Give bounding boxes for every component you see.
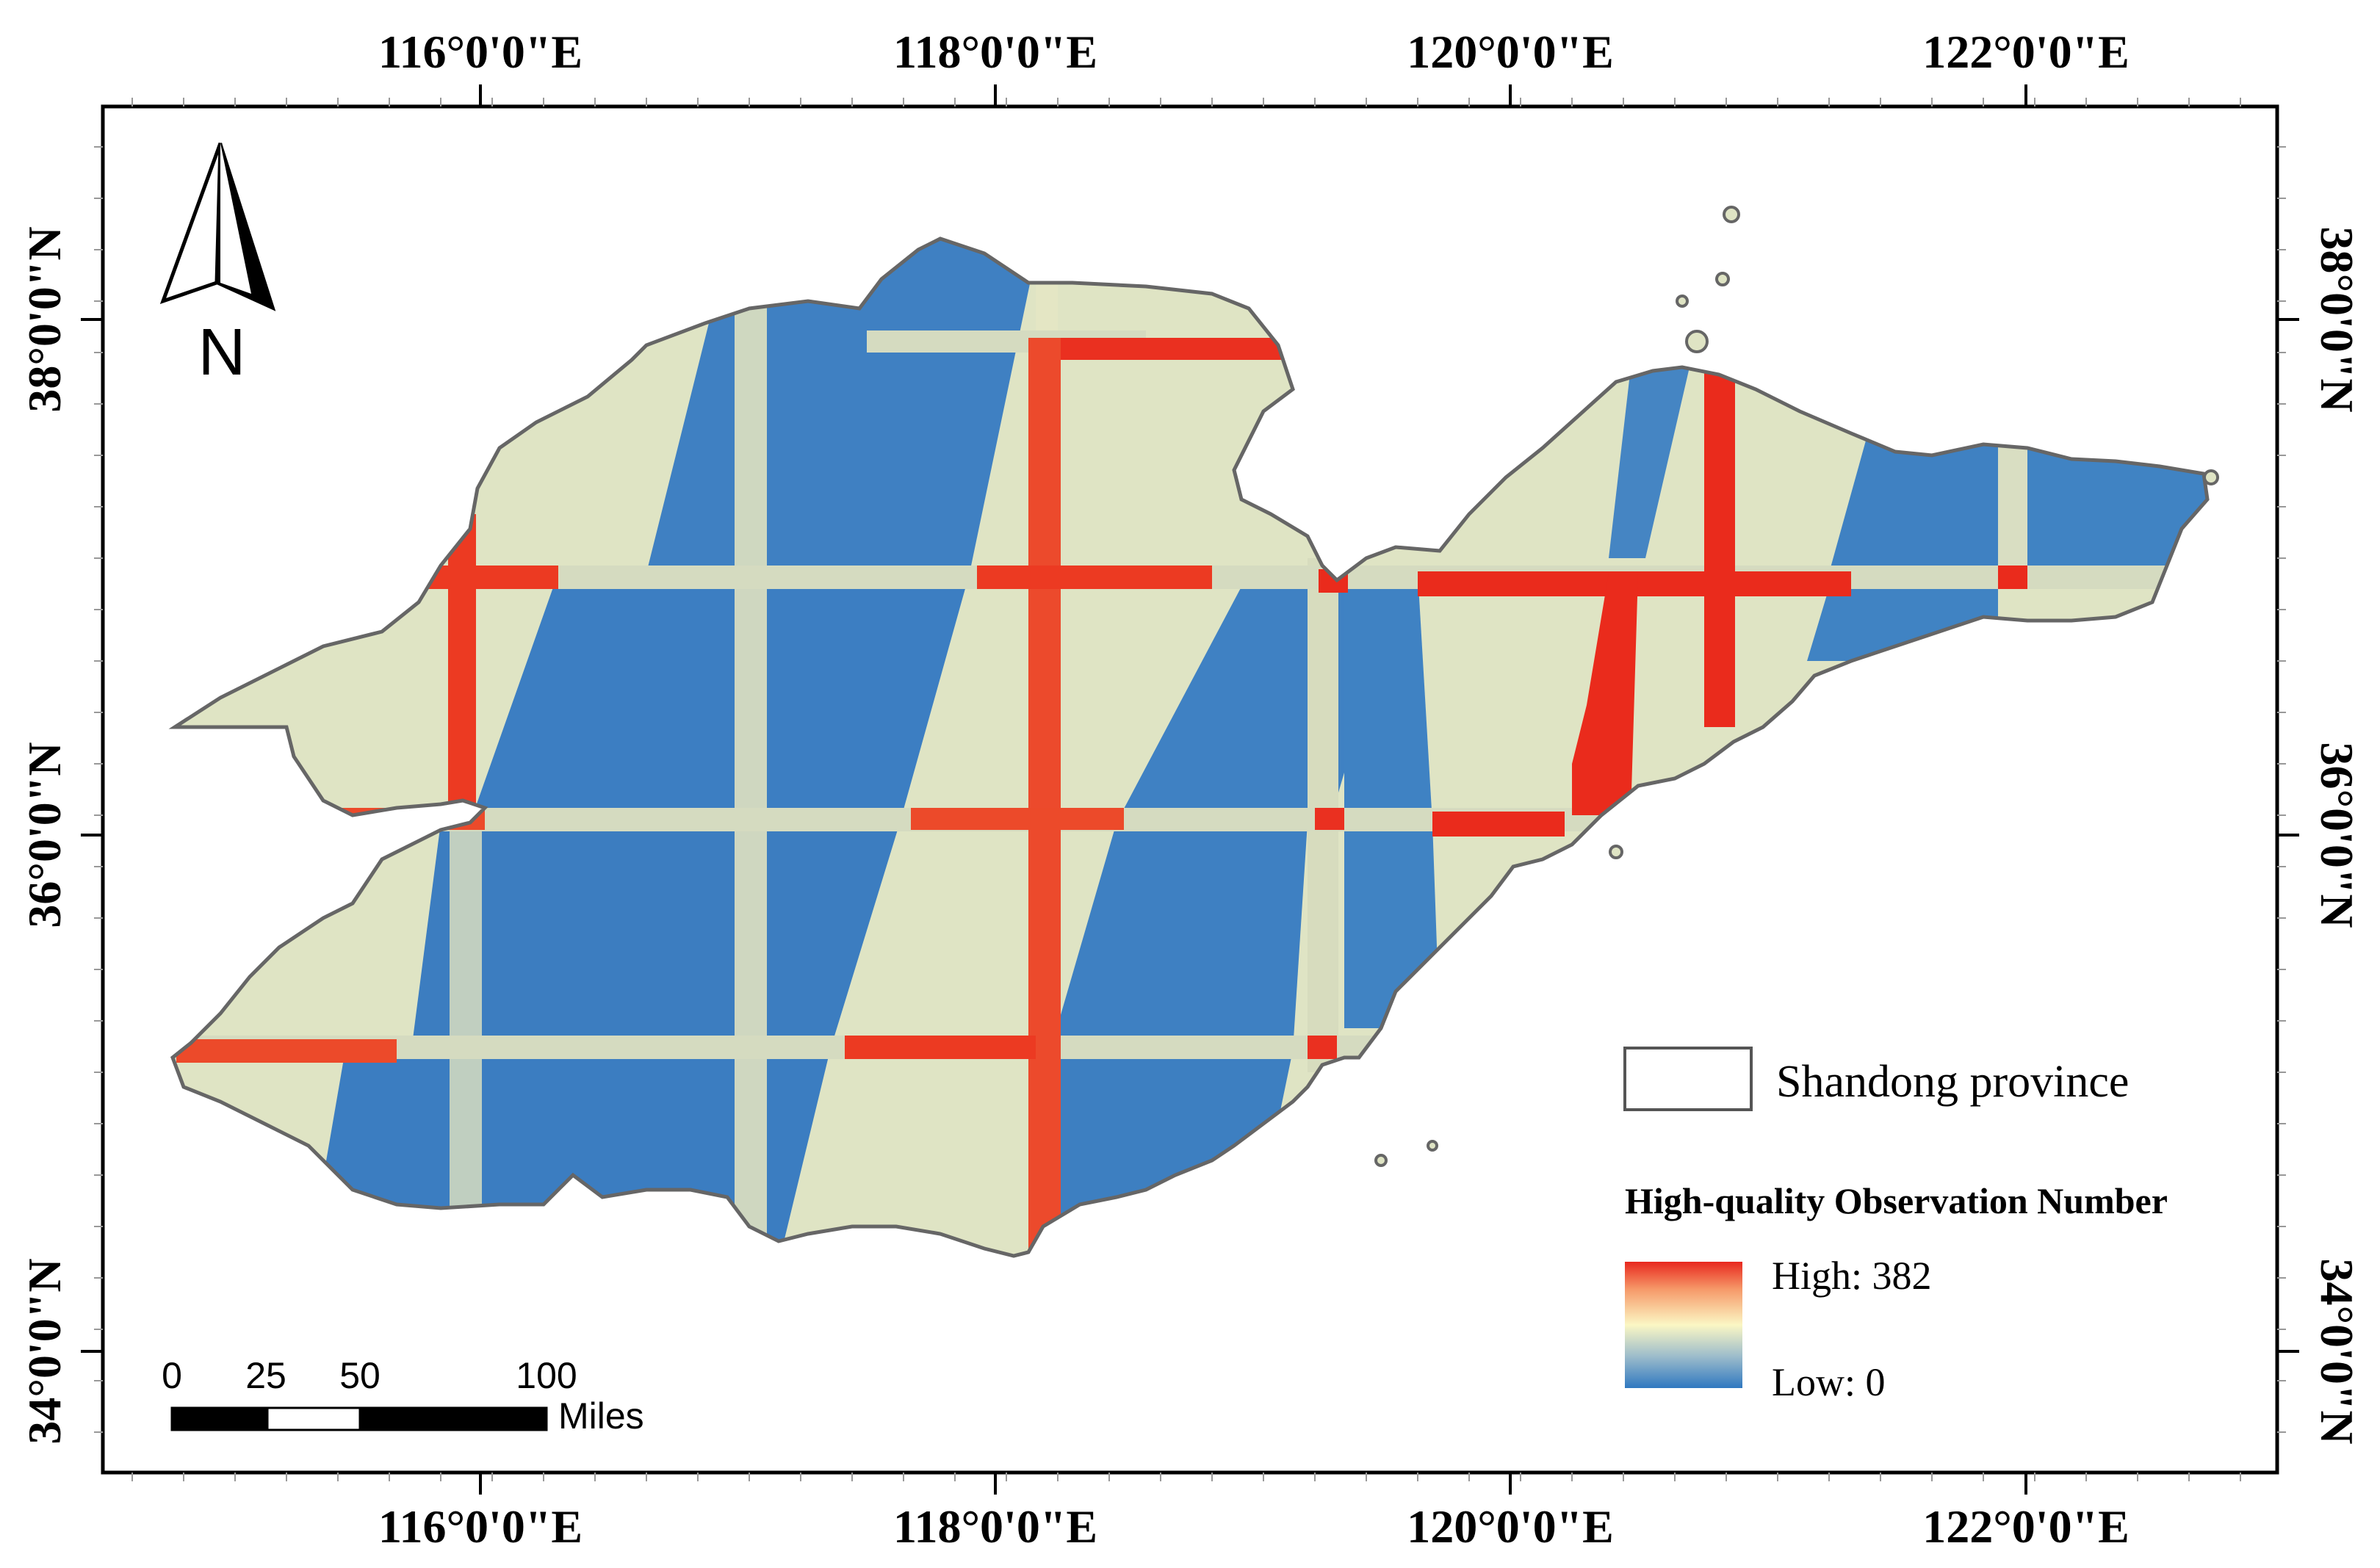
lon-label-top-116: 116°0'0"E: [378, 26, 583, 78]
lat-label-left-34: 34°0'0"N: [18, 1258, 71, 1444]
legend-boundary-swatch: [1623, 1047, 1753, 1111]
high-swath: [1704, 360, 1735, 727]
lat-label-right-38: 38°0'0"N: [2311, 226, 2363, 412]
high-swath: [977, 566, 1212, 589]
legend-boundary-label: Shandong province: [1776, 1057, 2129, 1107]
high-swath: [1998, 566, 2027, 589]
legend-low-label: Low: 0: [1772, 1360, 1886, 1404]
lon-label-bottom-118: 118°0'0"E: [893, 1500, 1097, 1553]
lon-label-top-120: 120°0'0"E: [1407, 26, 1614, 78]
high-swath: [1432, 812, 1565, 837]
lat-label-left-38: 38°0'0"N: [18, 226, 71, 412]
high-swath: [448, 514, 476, 823]
lon-label-bottom-116: 116°0'0"E: [378, 1500, 583, 1553]
graticule-ticks: [81, 84, 2299, 1495]
high-swath: [845, 1036, 1036, 1059]
lat-label-right-34: 34°0'0"N: [2311, 1258, 2363, 1444]
low-swath: [470, 573, 970, 823]
high-swath: [1308, 1036, 1337, 1059]
minor-ticks: [94, 98, 2286, 1481]
low-swath: [2027, 441, 2207, 573]
lat-label-right-36: 36°0'0"N: [2311, 742, 2363, 928]
high-swath: [911, 808, 1124, 830]
high-swath: [1572, 573, 1638, 815]
scale-tick-0: 0: [162, 1355, 182, 1396]
lon-label-top-122: 122°0'0"E: [1922, 26, 2130, 78]
low-swath: [1050, 823, 1308, 1050]
lat-label-left-36: 36°0'0"N: [18, 742, 71, 928]
lon-label-bottom-120: 120°0'0"E: [1407, 1500, 1614, 1553]
north-label: N: [198, 316, 246, 389]
low-swath: [411, 823, 900, 1050]
legend-color-ramp: [1625, 1262, 1742, 1388]
legend-title: High-quality Observation Number: [1625, 1180, 2168, 1221]
lon-label-top-118: 118°0'0"E: [893, 26, 1097, 78]
high-swath: [1032, 338, 1282, 360]
north-arrow: N: [159, 142, 276, 389]
low-swath: [1829, 441, 2027, 573]
high-swath: [1315, 808, 1344, 830]
scale-tick-50: 50: [339, 1355, 381, 1396]
low-swath: [1609, 367, 1690, 558]
scale-tick-25: 25: [245, 1355, 286, 1396]
legend: Shandong province High-quality Observati…: [1623, 1047, 2168, 1404]
legend-high-label: High: 382: [1772, 1254, 1932, 1298]
scale-tick-100: 100: [516, 1355, 577, 1396]
low-swath: [1344, 573, 1432, 823]
lon-label-bottom-122: 122°0'0"E: [1922, 1500, 2130, 1553]
scale-unit: Miles: [558, 1395, 644, 1437]
high-swath: [426, 566, 558, 589]
high-swath: [1028, 338, 1061, 1256]
high-swath: [176, 1039, 397, 1063]
islands: [1374, 206, 2219, 1167]
scale-bar: 0 25 50 100 Miles: [162, 1355, 644, 1437]
